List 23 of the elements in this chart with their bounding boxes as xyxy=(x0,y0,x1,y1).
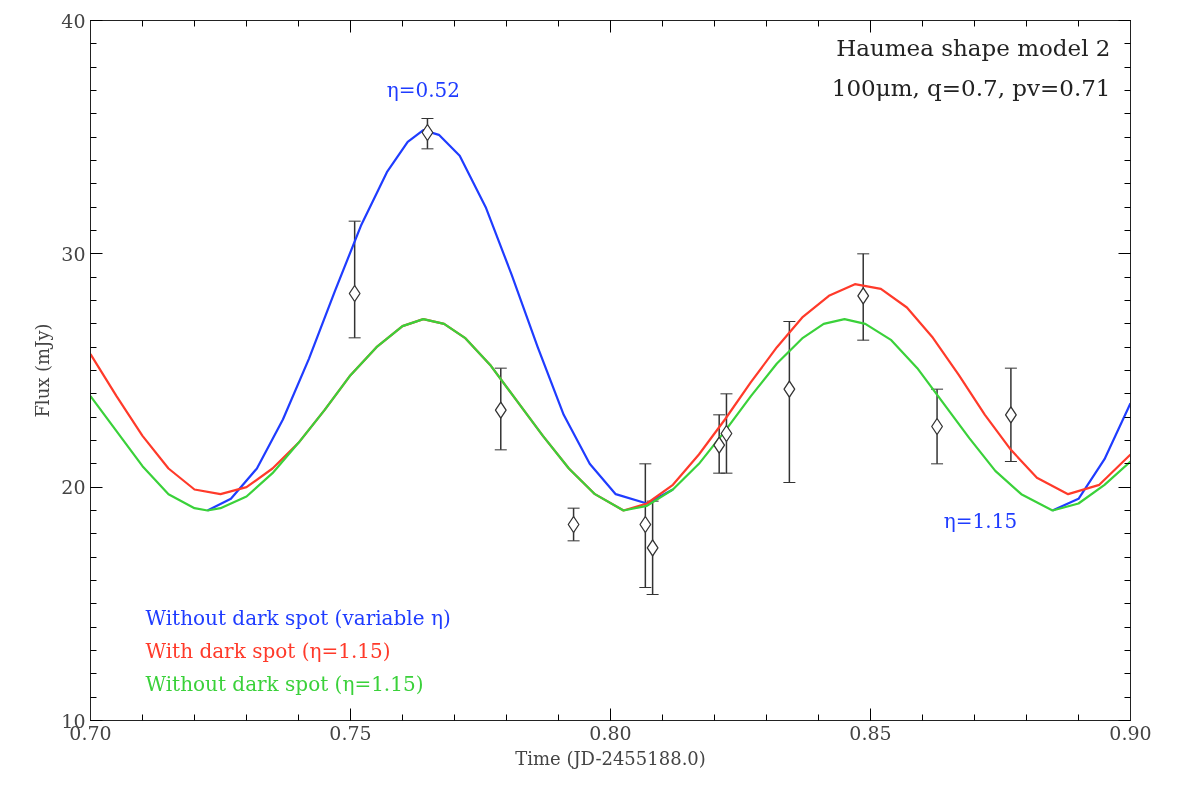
y-tick-label: 20 xyxy=(61,476,86,499)
text: Without dark spot (η=1.15) xyxy=(145,671,424,696)
x-tick-label: 0.75 xyxy=(329,721,372,744)
annotation: η=0.52 xyxy=(386,78,460,103)
y-tick-label: 30 xyxy=(61,242,86,265)
annotation: Haumea shape model 2 xyxy=(836,34,1111,61)
point xyxy=(783,380,796,398)
x-tick-label: 0.80 xyxy=(589,721,632,744)
point xyxy=(1004,406,1017,424)
point xyxy=(646,539,659,557)
point xyxy=(857,287,870,305)
y-tick-label: 40 xyxy=(61,9,86,32)
point xyxy=(713,436,726,454)
text: With dark spot (η=1.15) xyxy=(145,638,391,663)
text: Without dark spot (variable η) xyxy=(145,605,451,630)
x-tick-label: 0.85 xyxy=(849,721,892,744)
y-axis-title: Flux (mJy) xyxy=(32,323,54,418)
line-series xyxy=(90,318,1131,512)
annotation: 100μm, q=0.7, pv=0.71 xyxy=(831,74,1111,101)
point xyxy=(494,401,507,419)
x-tick-label: 0.90 xyxy=(1109,721,1152,744)
x-axis-title: Time (JD-2455188.0) xyxy=(515,747,706,769)
annotation: η=1.15 xyxy=(943,508,1018,533)
